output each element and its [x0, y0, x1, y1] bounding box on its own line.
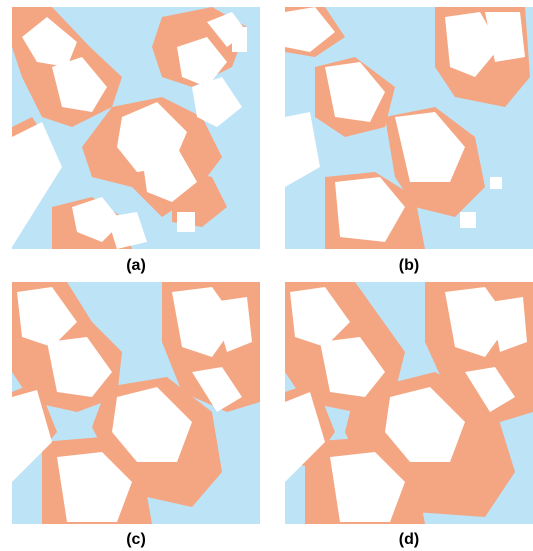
caption-a: (a)	[126, 257, 146, 274]
panel-a-image	[12, 7, 260, 249]
panel-b-map	[285, 7, 533, 249]
caption-d: (d)	[398, 531, 420, 548]
panel-c-map	[12, 282, 260, 524]
panel-a-map	[12, 7, 260, 249]
panel-c-image	[12, 282, 260, 524]
panel-b-image	[285, 7, 533, 249]
panel-d-image	[285, 282, 533, 524]
panel-d-map	[285, 282, 533, 524]
caption-c: (c)	[126, 531, 146, 548]
caption-b: (b)	[398, 257, 420, 274]
